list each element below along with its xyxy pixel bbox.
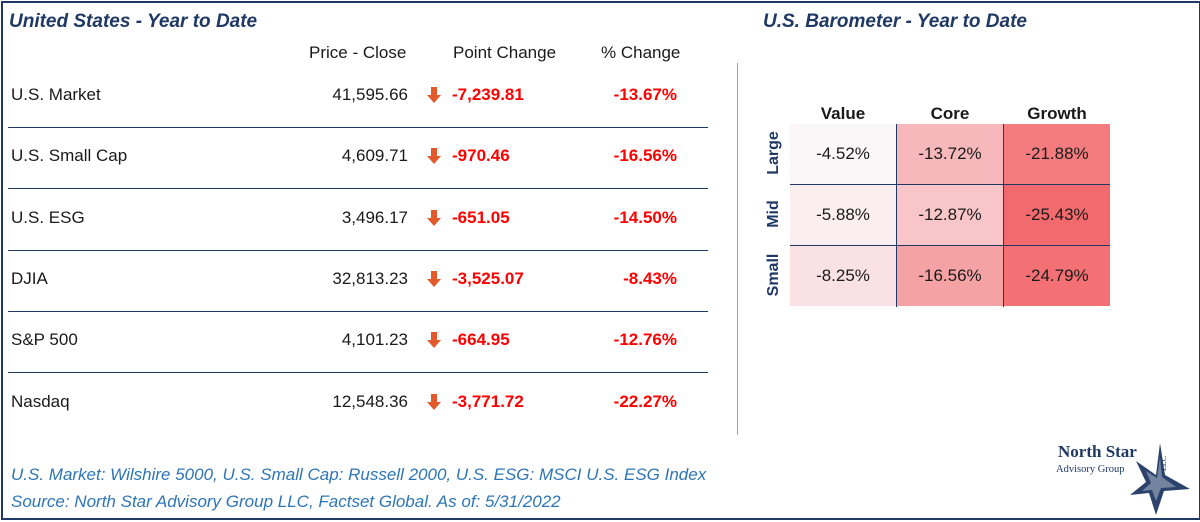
barometer-cell: -24.79%	[1004, 246, 1110, 306]
right-title: U.S. Barometer - Year to Date	[763, 11, 1027, 32]
row-name: Nasdaq	[11, 391, 70, 411]
row-point-change: -3,525.07	[452, 268, 524, 288]
barometer-cell: -4.52%	[790, 124, 896, 184]
row-price: 32,813.23	[332, 268, 408, 288]
row-pct-change: -8.43%	[623, 268, 677, 288]
table-row: Nasdaq 12,548.36 -3,771.72 -22.27%	[8, 373, 708, 434]
logo-graphic: North Star Advisory Group LLC	[1056, 442, 1190, 515]
barometer-cell: -12.87%	[897, 185, 1003, 245]
row-pct-change: -22.27%	[613, 391, 677, 411]
row-point-change: -7,239.81	[452, 85, 524, 104]
grid-line	[1003, 124, 1004, 307]
row-point-change: -970.46	[452, 146, 510, 166]
down-arrow-icon	[427, 393, 441, 410]
barometer-cell: -16.56%	[897, 246, 1003, 306]
barometer-row-header: Mid	[765, 200, 782, 228]
row-price: 3,496.17	[341, 207, 408, 227]
grid-line	[896, 124, 897, 307]
row-point-change: -651.05	[452, 207, 510, 227]
left-title: United States - Year to Date	[9, 11, 258, 32]
table-row: U.S. ESG 3,496.17 -651.05 -14.50%	[8, 189, 708, 251]
row-pct-change: -14.50%	[613, 207, 677, 227]
barometer-row-header: Large	[765, 131, 782, 175]
row-point-change: -664.95	[452, 330, 510, 350]
row-name: DJIA	[11, 268, 48, 288]
logo-subtitle: Advisory Group	[1056, 464, 1125, 475]
price-column-header: Price - Close	[309, 43, 407, 62]
row-price: 4,609.71	[341, 146, 408, 166]
pct-column-header: % Change	[601, 43, 681, 62]
north-star-logo: North Star Advisory Group LLC	[1048, 435, 1196, 517]
down-arrow-icon	[427, 87, 441, 103]
logo-name: North Star	[1058, 442, 1137, 461]
down-arrow-icon	[427, 209, 441, 226]
barometer-row-header: Small	[765, 253, 782, 297]
row-pct-change: -16.56%	[613, 146, 677, 166]
row-price: 12,548.36	[332, 391, 408, 411]
divider	[737, 63, 738, 435]
row-pct-change: -13.67%	[613, 85, 677, 104]
row-name: U.S. Small Cap	[11, 146, 128, 166]
row-price: 4,101.23	[341, 330, 408, 350]
row-name: U.S. Market	[11, 85, 101, 104]
barometer-cell: -5.88%	[790, 185, 896, 245]
table-row: U.S. Small Cap 4,609.71 -970.46 -16.56%	[8, 127, 708, 190]
row-pct-change: -12.76%	[613, 330, 677, 350]
table-row: U.S. Market 41,595.66 -7,239.81 -13.67%	[8, 66, 708, 128]
logo-llc: LLC	[1159, 456, 1168, 471]
footnote-source: Source: North Star Advisory Group LLC, F…	[11, 492, 561, 511]
grid-line	[790, 245, 1110, 246]
row-point-change: -3,771.72	[452, 391, 524, 411]
barometer-cell: -8.25%	[790, 246, 896, 306]
barometer-col-header: Growth	[1027, 104, 1087, 123]
table-row: S&P 500 4,101.23 -664.95 -12.76%	[8, 311, 708, 374]
barometer-col-header: Core	[930, 104, 970, 123]
grid-line	[790, 184, 1110, 185]
barometer-cell: -13.72%	[897, 124, 1003, 184]
table-row: DJIA 32,813.23 -3,525.07 -8.43%	[8, 250, 708, 312]
down-arrow-icon	[427, 148, 441, 165]
down-arrow-icon	[427, 270, 441, 287]
star-icon	[1130, 443, 1190, 515]
barometer-cell: -21.88%	[1004, 124, 1110, 184]
barometer-cell: -25.43%	[1004, 185, 1110, 245]
footnote-indices: U.S. Market: Wilshire 5000, U.S. Small C…	[11, 465, 707, 484]
row-price: 41,595.66	[332, 85, 408, 104]
barometer-col-header: Value	[820, 104, 866, 123]
down-arrow-icon	[427, 332, 441, 349]
row-name: S&P 500	[11, 330, 78, 350]
row-name: U.S. ESG	[11, 207, 85, 227]
point-column-header: Point Change	[453, 43, 557, 62]
